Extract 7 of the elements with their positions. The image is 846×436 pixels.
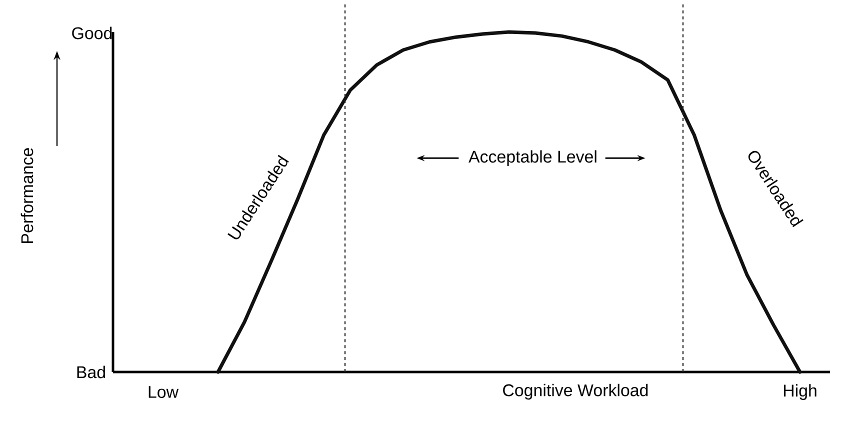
- annotation: Acceptable Level: [468, 150, 596, 166]
- x-axis-title: Cognitive Workload: [503, 384, 648, 400]
- text: Good: [72, 26, 112, 40]
- text: Bad: [77, 366, 105, 378]
- text: Performance: [20, 148, 34, 243]
- text: Low: [148, 386, 179, 398]
- text: High: [784, 384, 816, 400]
